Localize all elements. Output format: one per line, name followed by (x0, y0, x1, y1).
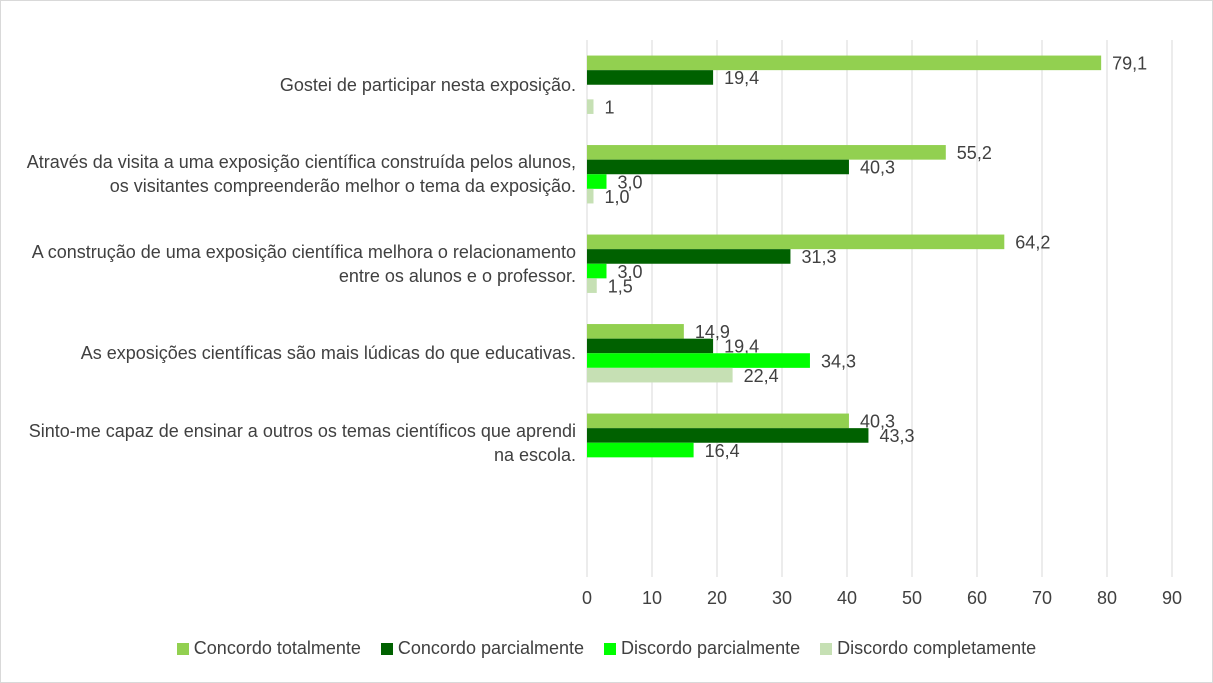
data-label: 55,2 (957, 143, 992, 163)
data-label: 64,2 (1015, 233, 1050, 253)
legend-item: Concordo parcialmente (380, 638, 585, 659)
data-label: 79,1 (1112, 54, 1147, 74)
legend-label: Discordo completamente (837, 638, 1037, 658)
legend-item: Concordo totalmente (176, 638, 361, 659)
x-tick-label: 0 (582, 588, 592, 608)
bar (587, 159, 849, 175)
bar (587, 413, 849, 429)
category-label: Sinto-me capaz de ensinar a outros os te… (28, 420, 576, 465)
legend-swatch (380, 642, 393, 655)
x-tick-label: 90 (1162, 588, 1182, 608)
bar (587, 174, 607, 189)
bar (587, 442, 694, 458)
x-tick-label: 70 (1032, 588, 1052, 608)
bar (587, 99, 594, 114)
x-tick-label: 60 (967, 588, 987, 608)
legend-item: Discordo parcialmente (604, 638, 800, 659)
category-label: Através da visita a uma exposição cientí… (26, 152, 576, 197)
bar (587, 353, 810, 368)
x-tick-label: 50 (902, 588, 922, 608)
data-label: 19,4 (724, 337, 759, 357)
bar (587, 324, 684, 339)
category-label: Gostei de participar nesta exposição. (279, 74, 576, 95)
bar (587, 55, 1102, 71)
data-label: 1,0 (605, 187, 630, 207)
legend-swatch (604, 642, 617, 655)
category-label: A construção de uma exposição científica… (31, 241, 576, 286)
bar (587, 278, 597, 293)
bar (587, 70, 714, 85)
bar (587, 263, 607, 279)
legend-item: Discordo completamente (820, 638, 1036, 659)
data-label: 3,0 (618, 262, 643, 282)
data-label: 14,9 (695, 322, 730, 342)
data-label: 16,4 (705, 441, 740, 461)
bar (587, 188, 594, 204)
legend-label: Discordo parcialmente (621, 638, 801, 658)
x-tick-label: 40 (837, 588, 857, 608)
data-label: 40,3 (860, 412, 895, 432)
data-label: 19,4 (724, 68, 759, 88)
legend-swatch (820, 642, 833, 655)
bar (587, 367, 733, 383)
bar (587, 234, 1005, 250)
bar (587, 428, 869, 443)
data-label: 40,3 (860, 158, 895, 178)
data-label: 1,5 (608, 276, 633, 296)
data-label: 1 (605, 97, 615, 117)
x-tick-label: 10 (642, 588, 662, 608)
legend-label: Concordo parcialmente (397, 638, 585, 658)
category-label: As exposições científicas são mais lúdic… (80, 343, 576, 364)
x-tick-label: 20 (707, 588, 727, 608)
legend: Concordo totalmente Concordo parcialmente… (0, 638, 1213, 659)
bar (587, 338, 714, 354)
data-label: 3,0 (618, 172, 643, 192)
x-tick-label: 30 (772, 588, 792, 608)
legend-label: Concordo totalmente (193, 638, 361, 658)
legend-swatch (176, 642, 189, 655)
x-tick-label: 80 (1097, 588, 1117, 608)
data-label: 34,3 (821, 351, 856, 371)
data-label: 31,3 (801, 247, 836, 267)
bar (587, 145, 946, 160)
bar (587, 249, 791, 264)
data-label: 43,3 (879, 426, 914, 446)
data-label: 22,4 (744, 366, 779, 386)
